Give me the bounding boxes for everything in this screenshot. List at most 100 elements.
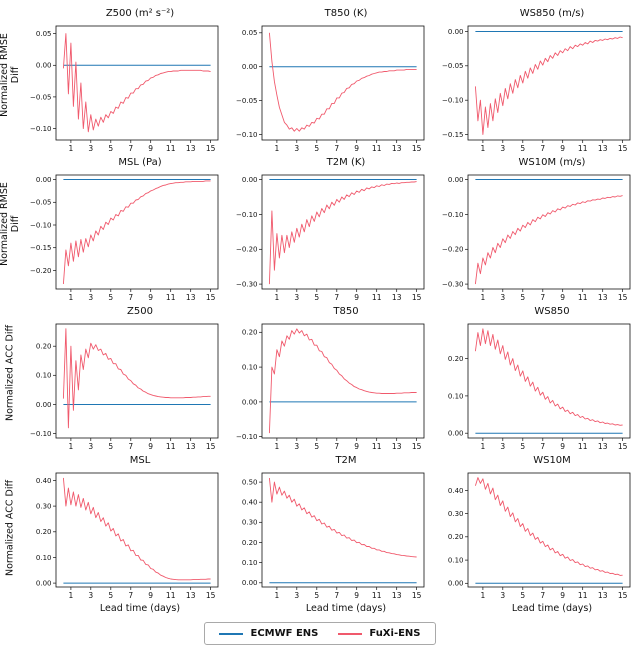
- svg-text:0.00: 0.00: [36, 62, 52, 70]
- svg-text:7: 7: [540, 442, 545, 451]
- svg-text:−0.15: −0.15: [30, 244, 51, 252]
- legend-line-sample-ecmwf: [219, 632, 244, 635]
- svg-text:15: 15: [412, 442, 422, 451]
- svg-text:0.20: 0.20: [36, 343, 52, 351]
- subplot-ws10m-rmse: WS10M (m/s) 0.00 −0.10 −0.20 −0.30 1 3 5 7 9 11 13…: [434, 155, 640, 304]
- svg-text:0.00: 0.00: [242, 176, 258, 184]
- svg-text:11: 11: [578, 293, 588, 302]
- svg-text:15: 15: [618, 591, 628, 600]
- svg-text:0.20: 0.20: [448, 533, 464, 541]
- svg-text:11: 11: [372, 591, 382, 600]
- svg-text:3: 3: [500, 293, 505, 302]
- svg-text:7: 7: [334, 293, 339, 302]
- svg-text:1: 1: [69, 442, 74, 451]
- svg-text:3: 3: [294, 591, 299, 600]
- svg-text:1: 1: [481, 144, 486, 153]
- svg-text:0.00: 0.00: [242, 63, 258, 71]
- svg-text:15: 15: [206, 591, 216, 600]
- svg-text:−0.15: −0.15: [442, 131, 463, 139]
- svg-text:9: 9: [148, 591, 153, 600]
- svg-text:13: 13: [598, 144, 608, 153]
- svg-text:0.00: 0.00: [242, 398, 258, 406]
- svg-text:3: 3: [500, 442, 505, 451]
- plot-area: 0.00−0.10−0.20−0.301 3 5 7 9 11 13 15: [442, 174, 631, 302]
- subplot-z500-rmse: Z500 (m² s⁻²) 0.05 0.00 −0.05 −0.10 1 3 5 7 9 11 1…: [22, 6, 228, 155]
- svg-text:5: 5: [314, 293, 319, 302]
- plot-area: 0.00−0.05−0.10−0.15−0.201 3 5 7 9 11 13 15: [30, 174, 219, 302]
- plot-title: T2M (K): [326, 157, 366, 168]
- svg-text:0.10: 0.10: [448, 557, 464, 565]
- y-axis-label-acc-row2: Normalized ACC Diff: [0, 453, 22, 616]
- plot-title: Z500: [127, 306, 153, 317]
- plot-title: WS850 (m/s): [519, 8, 585, 19]
- svg-text:13: 13: [598, 442, 608, 451]
- svg-text:5: 5: [520, 442, 525, 451]
- svg-text:11: 11: [166, 591, 176, 600]
- x-axis-label: Lead time (days): [511, 603, 593, 614]
- svg-text:7: 7: [128, 442, 133, 451]
- svg-text:15: 15: [412, 293, 422, 302]
- svg-text:11: 11: [578, 144, 588, 153]
- svg-text:0.00: 0.00: [242, 579, 258, 587]
- x-axis-label: Lead time (days): [99, 603, 181, 614]
- svg-text:13: 13: [392, 144, 402, 153]
- svg-text:9: 9: [148, 293, 153, 302]
- svg-text:9: 9: [560, 293, 565, 302]
- svg-text:13: 13: [186, 293, 196, 302]
- plot-title: MSL (Pa): [118, 157, 162, 168]
- svg-text:0.00: 0.00: [448, 580, 464, 588]
- svg-text:1: 1: [481, 591, 486, 600]
- svg-text:−0.20: −0.20: [236, 246, 257, 254]
- subplot-msl-rmse: MSL (Pa) 0.00 −0.05 −0.10 −0.15 −0.20 1 3 5 7 9 11…: [22, 155, 228, 304]
- svg-text:−0.20: −0.20: [30, 267, 51, 275]
- svg-text:−0.05: −0.05: [30, 93, 51, 101]
- svg-text:1: 1: [69, 591, 74, 600]
- subplot-msl-acc: MSL 0.40 0.30 0.20 0.10 0.00 1 3 5 7 9 11 13 15 Lead…: [22, 453, 228, 616]
- subplot-t2m-acc: T2M 0.50 0.40 0.30 0.20 0.10 0.00 1 3 5 7 9 11 13 15 …: [228, 453, 434, 616]
- plot-area: 0.200.100.00−0.101 3 5 7 9 11 13 15: [30, 323, 219, 451]
- svg-text:−0.30: −0.30: [236, 281, 257, 289]
- svg-text:9: 9: [560, 144, 565, 153]
- subplot-ws10m-acc: WS10M 0.40 0.30 0.20 0.10 0.00 1 3 5 7 9 11 13 15 Le…: [434, 453, 640, 616]
- plot-title: T850: [333, 306, 359, 317]
- plot-area: 0.200.100.001 3 5 7 9 11 13 15: [448, 323, 631, 451]
- svg-text:−0.10: −0.10: [236, 211, 257, 219]
- plot-title: WS10M (m/s): [518, 157, 586, 168]
- plot-title: T850 (K): [324, 8, 368, 19]
- svg-text:15: 15: [618, 442, 628, 451]
- svg-text:0.40: 0.40: [242, 499, 258, 507]
- subplot-grid: Normalized RMSE Diff Z500 (m² s⁻²) 0.05 0…: [0, 6, 640, 616]
- svg-text:15: 15: [412, 144, 422, 153]
- plot-area: 0.200.100.00−0.101 3 5 7 9 11 13 15: [236, 323, 425, 451]
- svg-text:3: 3: [88, 591, 93, 600]
- svg-text:7: 7: [540, 591, 545, 600]
- y-axis-label-rmse-row2: Normalized RMSE Diff: [0, 155, 22, 304]
- y-axis-label-text: Normalized RMSE Diff: [0, 32, 21, 117]
- svg-text:0.50: 0.50: [242, 479, 258, 487]
- subplot-t850-rmse: T850 (K) 0.05 0.00 −0.05 −0.10 1 3 5 7 9 11 13 15: [228, 6, 434, 155]
- svg-text:11: 11: [372, 442, 382, 451]
- legend-item-ecmwf-ens: ECMWF ENS: [219, 628, 318, 639]
- svg-text:0.10: 0.10: [36, 372, 52, 380]
- svg-text:−0.10: −0.10: [30, 125, 51, 133]
- svg-text:7: 7: [334, 591, 339, 600]
- svg-text:13: 13: [392, 442, 402, 451]
- svg-text:0.10: 0.10: [242, 364, 258, 372]
- legend-label: ECMWF ENS: [250, 628, 319, 639]
- svg-text:1: 1: [481, 293, 486, 302]
- subplot-z500-acc: Z500 0.20 0.10 0.00 −0.10 1 3 5 7 9 11 13 15: [22, 304, 228, 453]
- legend-item-fuxi-ens: FuXi-ENS: [338, 628, 421, 639]
- svg-text:9: 9: [560, 591, 565, 600]
- y-axis-label-text: Normalized ACC Diff: [4, 324, 16, 421]
- svg-text:7: 7: [128, 591, 133, 600]
- svg-text:3: 3: [88, 442, 93, 451]
- svg-text:11: 11: [166, 293, 176, 302]
- svg-text:15: 15: [206, 293, 216, 302]
- svg-text:0.10: 0.10: [242, 559, 258, 567]
- svg-text:13: 13: [392, 293, 402, 302]
- svg-text:1: 1: [481, 442, 486, 451]
- svg-text:0.05: 0.05: [242, 29, 258, 37]
- svg-text:0.20: 0.20: [242, 329, 258, 337]
- svg-text:5: 5: [520, 144, 525, 153]
- svg-text:5: 5: [108, 144, 113, 153]
